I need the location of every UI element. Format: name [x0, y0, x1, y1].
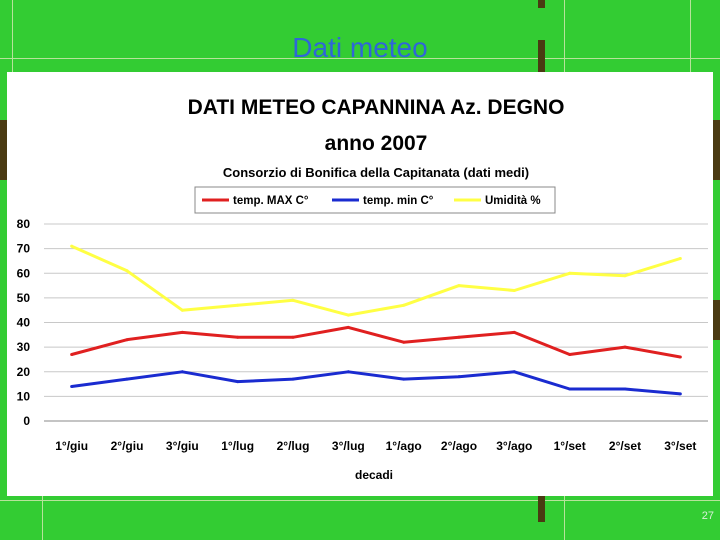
- legend: temp. MAX C° temp. min C° Umidità %: [194, 186, 556, 214]
- data-point: [568, 353, 572, 357]
- decor-line: [12, 0, 13, 72]
- data-point: [457, 284, 461, 288]
- data-point: [70, 385, 74, 389]
- y-tick-label: 30: [17, 340, 31, 354]
- series-line-humidity: [71, 244, 681, 317]
- y-tick-label: 0: [23, 414, 30, 428]
- data-point: [512, 330, 516, 334]
- data-point: [623, 345, 627, 349]
- slide-title: Dati meteo: [292, 32, 428, 63]
- decor-post: [0, 120, 7, 180]
- chart-title: DATI METEO CAPANNINA Az. DEGNO: [188, 96, 565, 119]
- data-point: [402, 377, 406, 381]
- decor-post: [538, 0, 545, 8]
- decor-post: [538, 496, 545, 522]
- decor-post: [713, 120, 720, 180]
- weather-chart: DATI METEO CAPANNINA Az. DEGNO anno 2007…: [17, 96, 708, 482]
- legend-label-temp-max: temp. MAX C°: [233, 195, 309, 207]
- x-tick-label: 1°/ago: [386, 439, 422, 453]
- x-tick-label: 2°/set: [609, 439, 641, 453]
- x-tick-label: 2°/giu: [111, 439, 144, 453]
- data-point: [346, 370, 350, 374]
- data-point: [457, 335, 461, 339]
- data-point: [291, 298, 295, 302]
- data-point: [125, 269, 129, 273]
- data-point: [70, 353, 74, 357]
- x-tick-label: 2°/ago: [441, 439, 477, 453]
- x-tick-label: 3°/set: [664, 439, 696, 453]
- data-point: [512, 288, 516, 292]
- legend-label-humidity: Umidità %: [485, 195, 541, 207]
- chart-image: DATI METEO CAPANNINA Az. DEGNO anno 2007…: [7, 72, 713, 496]
- x-axis-label: decadi: [355, 468, 393, 482]
- chart-title-year: anno 2007: [325, 132, 428, 155]
- data-point: [125, 377, 129, 381]
- x-tick-label: 1°/lug: [221, 439, 254, 453]
- data-point: [678, 256, 682, 260]
- y-tick-label: 70: [17, 242, 31, 256]
- data-point: [291, 335, 295, 339]
- x-tick-label: 1°/giu: [55, 439, 88, 453]
- y-tick-label: 60: [17, 266, 31, 280]
- data-point: [346, 325, 350, 329]
- decor-line: [690, 0, 691, 72]
- slide-number: 27: [701, 510, 714, 522]
- decor-post: [713, 300, 720, 340]
- data-point: [512, 370, 516, 374]
- data-point: [180, 308, 184, 312]
- decor-line: [564, 0, 565, 72]
- gridlines: [44, 223, 708, 422]
- x-tick-label: 1°/set: [554, 439, 586, 453]
- data-point: [568, 387, 572, 391]
- data-point: [678, 392, 682, 396]
- data-point: [70, 244, 74, 248]
- y-tick-label: 80: [17, 217, 31, 231]
- decor-line: [42, 496, 43, 540]
- legend-label-temp-min: temp. min C°: [363, 195, 434, 207]
- data-point: [236, 380, 240, 384]
- x-tick-label: 3°/lug: [332, 439, 365, 453]
- legend-box: [194, 186, 556, 214]
- data-point: [623, 387, 627, 391]
- data-point: [457, 375, 461, 379]
- series-lines: [70, 244, 682, 396]
- y-tick-label: 20: [17, 365, 31, 379]
- x-tick-label: 2°/lug: [277, 439, 310, 453]
- data-point: [402, 340, 406, 344]
- data-point: [180, 330, 184, 334]
- data-point: [623, 274, 627, 278]
- data-point: [346, 313, 350, 317]
- y-tick-label: 50: [17, 291, 31, 305]
- data-point: [236, 335, 240, 339]
- y-tick-label: 40: [17, 316, 31, 330]
- decor-line: [0, 500, 720, 501]
- data-point: [125, 338, 129, 342]
- data-point: [568, 271, 572, 275]
- decor-post: [538, 40, 545, 72]
- series-line-temp-max: [71, 325, 681, 359]
- x-axis-ticks: 1°/giu 2°/giu 3°/giu 1°/lug 2°/lug 3°/lug 1°/a…: [55, 439, 696, 453]
- data-point: [180, 370, 184, 374]
- y-axis-ticks: 0 10 20 30 40 50 60 70 80: [17, 217, 31, 428]
- data-point: [291, 377, 295, 381]
- data-point: [678, 355, 682, 359]
- decor-line: [564, 496, 565, 540]
- series-line-temp-min: [71, 370, 681, 396]
- x-tick-label: 3°/ago: [496, 439, 532, 453]
- decor-line: [0, 58, 720, 59]
- x-tick-label: 3°/giu: [166, 439, 199, 453]
- data-point: [236, 303, 240, 307]
- data-point: [402, 303, 406, 307]
- chart-subtitle: Consorzio di Bonifica della Capitanata (…: [223, 165, 529, 180]
- y-tick-label: 10: [17, 389, 31, 403]
